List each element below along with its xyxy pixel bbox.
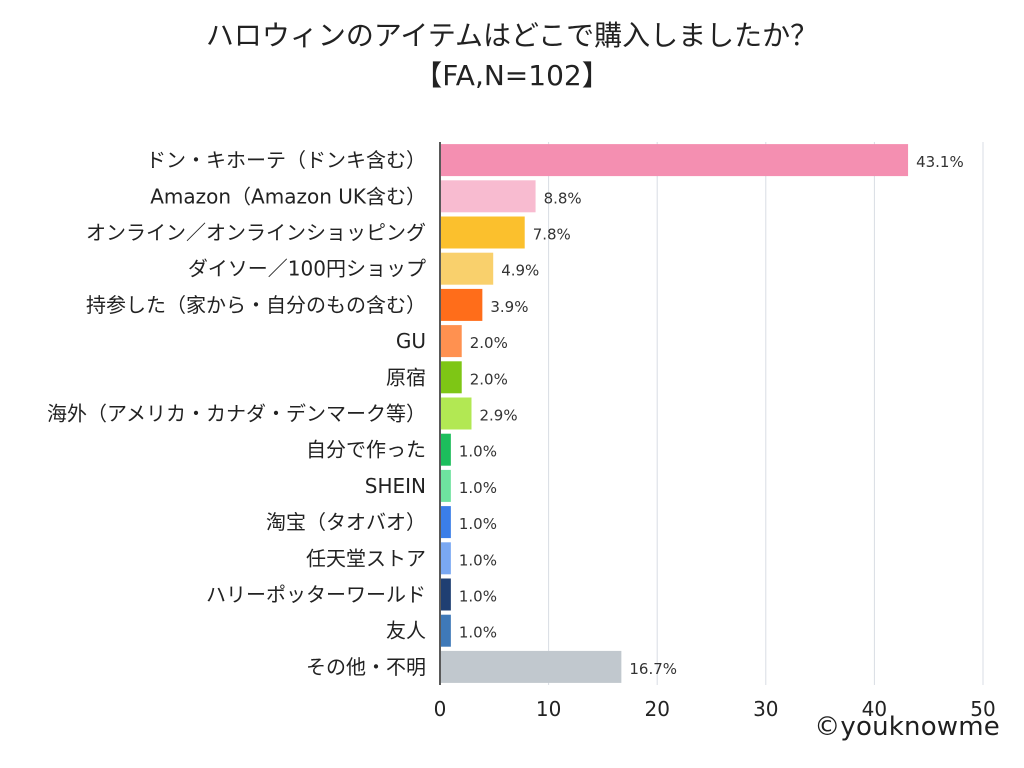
category-label: ダイソー／100円ショップ	[188, 257, 426, 281]
data-label: 3.9%	[490, 298, 528, 316]
bars	[441, 144, 909, 683]
category-label: その他・不明	[306, 655, 426, 679]
bar	[441, 216, 525, 249]
bar	[441, 397, 472, 430]
category-label: GU	[396, 329, 426, 353]
bar	[441, 433, 451, 466]
data-label: 1.0%	[459, 479, 497, 497]
bar	[441, 180, 536, 213]
bar	[441, 650, 622, 683]
category-label: ドン・キホーテ（ドンキ含む）	[146, 148, 426, 172]
bar	[441, 288, 483, 321]
data-labels: 43.1% 8.8% 7.8% 4.9% 3.9% 2.0% 2.0% 2.9% 1.0% 1.0…	[459, 153, 964, 678]
bar	[441, 252, 494, 285]
bar	[441, 614, 451, 647]
data-label: 2.0%	[470, 370, 508, 388]
x-axis-ticks: 0 10 20 30 40 50	[434, 697, 996, 721]
bar	[441, 506, 451, 539]
x-tick-label: 20	[644, 697, 669, 721]
category-label: 自分で作った	[306, 438, 426, 462]
category-label: 友人	[386, 619, 426, 643]
watermark: ©youknowme	[814, 712, 1000, 742]
bar	[441, 469, 451, 502]
bar	[441, 578, 451, 611]
x-tick-label: 0	[434, 697, 447, 721]
data-label: 1.0%	[459, 624, 497, 642]
data-label: 7.8%	[533, 226, 571, 244]
data-label: 1.0%	[459, 551, 497, 569]
chart-title-line1: ハロウィンのアイテムはどこで購入しましたか？	[205, 19, 819, 52]
bar	[441, 144, 909, 177]
bar	[441, 361, 462, 394]
data-label: 1.0%	[459, 443, 497, 461]
category-labels: ドン・キホーテ（ドンキ含む） Amazon（Amazon UK含む） オンライン／オ…	[47, 148, 426, 679]
category-label: 海外（アメリカ・カナダ・デンマーク等）	[47, 402, 426, 426]
bar	[441, 325, 462, 358]
category-label: ハリーポッターワールド	[206, 583, 426, 607]
category-label: 淘宝（タオバオ）	[266, 510, 426, 534]
data-label: 1.0%	[459, 515, 497, 533]
category-label: 原宿	[386, 365, 426, 389]
chart-title-line2: 【FA,N=102】	[414, 59, 610, 92]
x-tick-label: 10	[536, 697, 561, 721]
category-label: 持参した（家から・自分のもの含む）	[86, 293, 426, 317]
x-tick-label: 30	[753, 697, 778, 721]
data-label: 1.0%	[459, 588, 497, 606]
data-label: 8.8%	[544, 189, 582, 207]
data-label: 2.0%	[470, 334, 508, 352]
category-label: 任天堂ストア	[306, 546, 426, 570]
bar	[441, 542, 451, 575]
x-tick-label: 50	[970, 697, 995, 721]
grid-lines	[548, 142, 984, 685]
data-label: 2.9%	[479, 407, 517, 425]
x-tick-label: 40	[862, 697, 887, 721]
data-label: 16.7%	[629, 660, 677, 678]
category-label: SHEIN	[365, 474, 426, 498]
data-label: 43.1%	[916, 153, 964, 171]
data-label: 4.9%	[501, 262, 539, 280]
category-label: オンライン／オンラインショッピング	[86, 221, 426, 245]
category-label: Amazon（Amazon UK含む）	[150, 184, 426, 208]
chart-title: ハロウィンのアイテムはどこで購入しましたか？ 【FA,N=102】	[0, 16, 1024, 96]
